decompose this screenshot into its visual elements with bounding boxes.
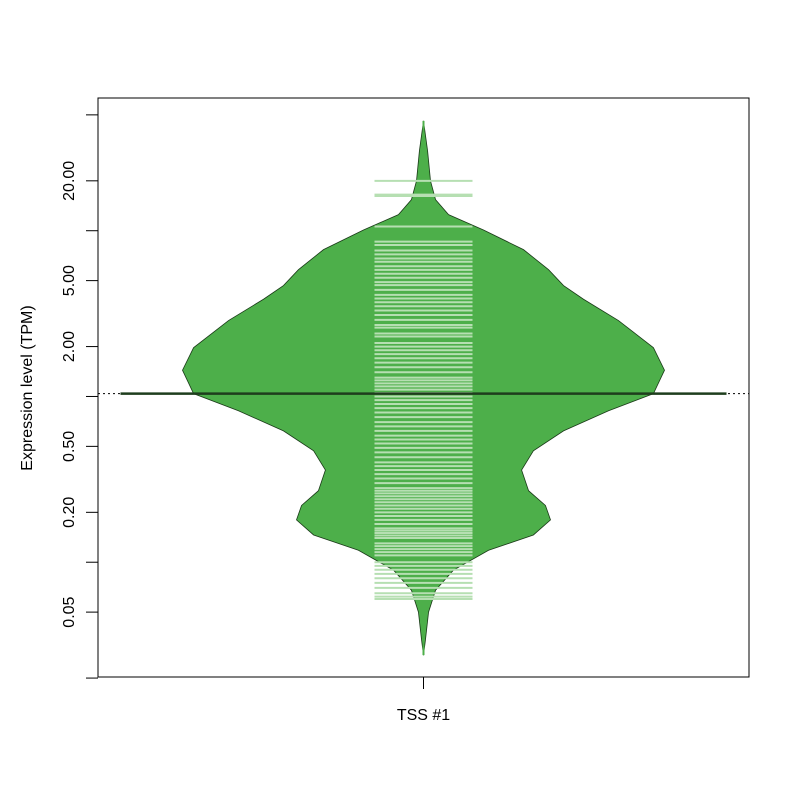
x-tick-label: TSS #1 [397,707,450,724]
y-tick-label: 2.00 [61,331,78,362]
y-tick-label: 0.05 [61,596,78,627]
y-axis-label: Expression level (TPM) [19,305,36,470]
violin-left [182,120,424,656]
violin-right [423,120,665,656]
y-tick-label: 5.00 [61,265,78,296]
y-tick-label: 0.50 [61,431,78,462]
y-tick-label: 0.20 [61,497,78,528]
y-tick-label: 20.00 [61,161,78,201]
plot-frame [97,97,750,678]
